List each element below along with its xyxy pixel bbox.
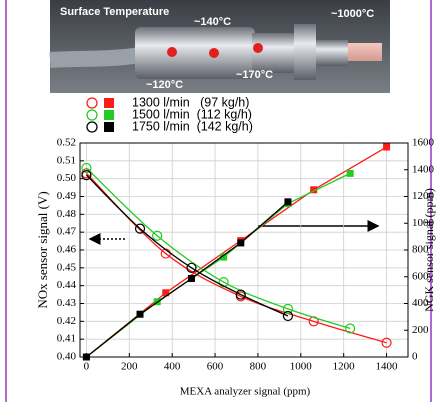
y-tick-label: 0.46 xyxy=(57,244,77,256)
y-tick-label: 0.42 xyxy=(57,315,76,327)
y2-tick-label: 1600 xyxy=(412,137,435,149)
legend-marker xyxy=(104,98,114,108)
y2-tick-label: 600 xyxy=(412,270,429,282)
fit-curve xyxy=(86,173,386,342)
ngk-point xyxy=(237,239,244,246)
y-axis-title: NOx sensor signal (V) xyxy=(35,191,50,308)
x-tick-label: 1200 xyxy=(333,361,356,373)
figure: Surface Temperature ~140°C ~1000°C ~120°… xyxy=(0,0,438,402)
x-tick-label: 1400 xyxy=(376,361,399,373)
y-tick-label: 0.44 xyxy=(57,279,77,291)
legend-marker xyxy=(104,110,114,120)
y-tick-label: 0.45 xyxy=(57,261,77,273)
y-tick-label: 0.41 xyxy=(57,333,76,345)
y2-tick-label: 1400 xyxy=(412,163,435,175)
ngk-point xyxy=(284,198,291,205)
ngk-point xyxy=(188,275,195,282)
y-tick-label: 0.43 xyxy=(57,297,77,309)
legend-marker xyxy=(87,110,97,120)
y-tick-label: 0.52 xyxy=(57,137,76,149)
y2-tick-label: 400 xyxy=(412,297,429,309)
legend-marker xyxy=(87,122,97,132)
plot: 0.40 0.41 0.42 0.43 0.44 0.45 0.46 0.47 0.48 0.49… xyxy=(57,95,435,372)
y2-tick-label: 1200 xyxy=(412,190,435,202)
y2-tick-label: 200 xyxy=(412,324,429,336)
y-tick-label: 0.51 xyxy=(57,154,76,166)
fit-line xyxy=(86,173,350,357)
ngk-point xyxy=(347,170,354,177)
legend-marker xyxy=(104,122,114,132)
y-tick-label: 0.40 xyxy=(57,351,77,363)
ngk-point xyxy=(83,354,90,361)
y-tick-label: 0.48 xyxy=(57,208,77,220)
x-tick-label: 1000 xyxy=(290,361,313,373)
x-axis-title: MEXA analyzer signal (ppm) xyxy=(180,386,311,398)
photo-label: ~120°C xyxy=(146,79,183,91)
y2-tick-label: 0 xyxy=(412,351,418,363)
y2-tick-label: 800 xyxy=(412,244,429,256)
x-tick-label: 200 xyxy=(121,361,138,373)
photo-label: ~140°C xyxy=(194,16,231,28)
photo-label: Surface Temperature xyxy=(60,6,169,18)
y-tick-label: 0.49 xyxy=(57,190,77,202)
ngk-point xyxy=(383,144,390,151)
y2-tick-label: 1000 xyxy=(412,217,435,229)
photo-label: ~170°C xyxy=(236,69,273,81)
x-tick-label: 400 xyxy=(164,361,181,373)
legend-marker xyxy=(87,98,97,108)
x-tick-label: 600 xyxy=(207,361,224,373)
x-tick-label: 800 xyxy=(250,361,267,373)
x-tick-label: 0 xyxy=(84,361,90,373)
ngk-point xyxy=(137,311,144,318)
legend-label: 1750 l/min (142 kg/h) xyxy=(132,119,253,133)
y-tick-label: 0.47 xyxy=(57,226,77,238)
photo-label: ~1000°C xyxy=(331,8,374,20)
photo: Surface Temperature ~140°C ~1000°C ~120°… xyxy=(50,0,390,93)
y-tick-label: 0.50 xyxy=(57,172,77,184)
